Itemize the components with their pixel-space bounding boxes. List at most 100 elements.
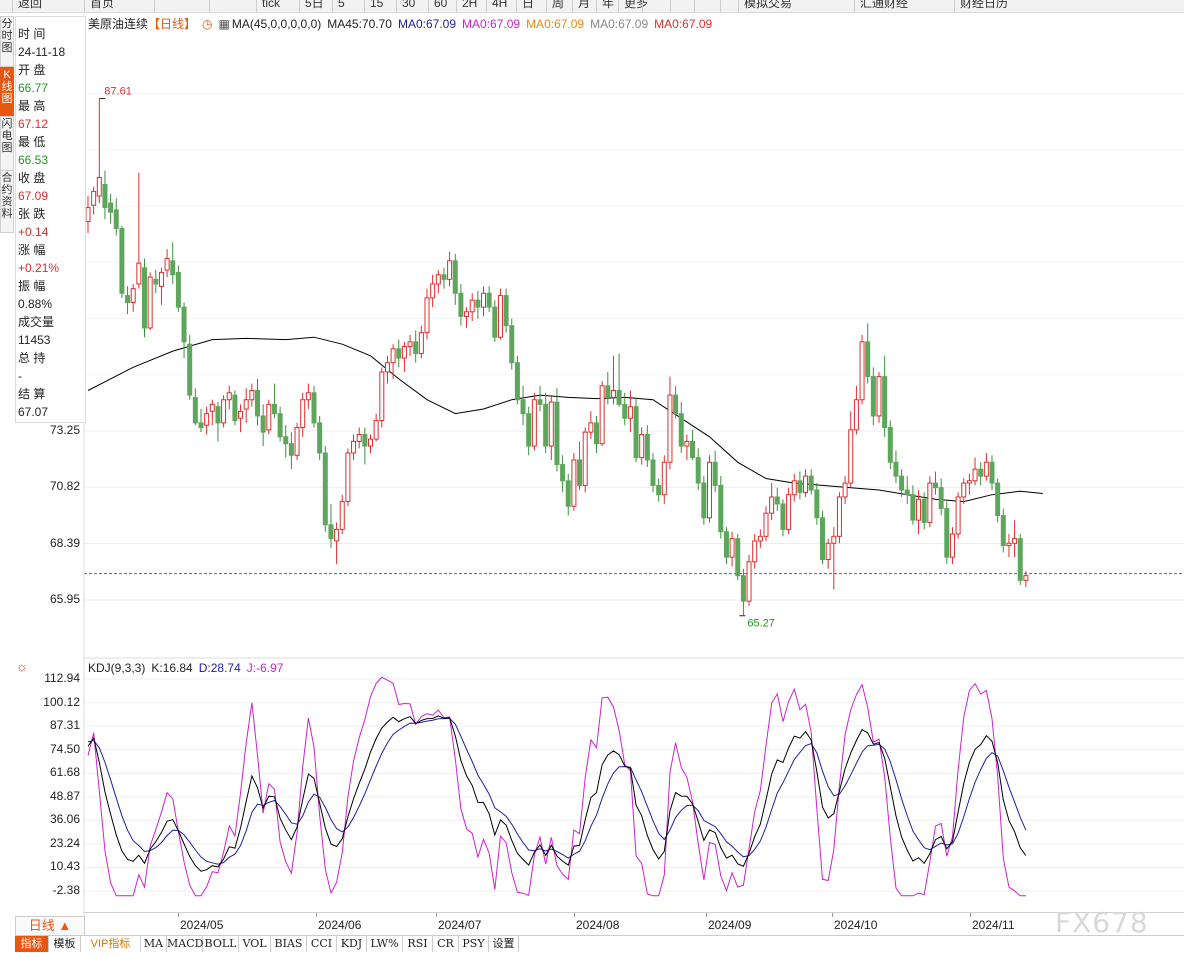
candle-body xyxy=(723,531,729,558)
candle-body xyxy=(492,306,498,338)
candle-body xyxy=(667,394,673,463)
candle-body xyxy=(933,482,938,489)
ma6-value: MA0:67.09 xyxy=(654,17,713,31)
toolbar-item-0[interactable]: 返回 xyxy=(18,0,43,10)
toolbar-separator xyxy=(299,0,300,12)
indicator-tab-3[interactable]: MA xyxy=(141,936,167,952)
indicator-tab-6[interactable]: VOL xyxy=(239,936,271,952)
kdj-y-tick-label: -2.38 xyxy=(52,883,80,897)
candle-body xyxy=(294,427,300,456)
view-tab-3[interactable]: 合约资料 xyxy=(0,170,14,233)
indicator-tab-5[interactable]: BOLL xyxy=(203,936,239,952)
candle-body xyxy=(447,260,453,280)
indicator-tab-11[interactable]: RSI xyxy=(403,936,433,952)
pct-label: 涨 幅 xyxy=(18,243,46,257)
candle-body xyxy=(531,399,537,447)
toolbar-item-9[interactable]: 60 xyxy=(434,0,448,10)
indicator-tab-12[interactable]: CR xyxy=(433,936,459,952)
candle-body xyxy=(192,396,198,424)
indicator-tab-0[interactable]: 指标 xyxy=(15,936,49,952)
ma45-value: MA45:70.70 xyxy=(327,17,392,31)
indicator-tab-8[interactable]: CCI xyxy=(307,936,337,952)
candle-body xyxy=(842,482,848,498)
toolbar-item-11[interactable]: 4H xyxy=(492,0,508,10)
settings-icon[interactable]: ▦ xyxy=(218,17,230,31)
candle-body xyxy=(520,399,526,415)
toolbar-item-1[interactable]: 首页 xyxy=(90,0,115,10)
kdj-y-tick-label: 23.24 xyxy=(49,835,80,850)
indicator-settings-icon[interactable]: ☼ xyxy=(16,659,28,674)
candle-body xyxy=(334,528,340,542)
candlestick-series xyxy=(85,98,1029,616)
toolbar-separator xyxy=(209,0,210,12)
clock-icon[interactable]: ◷ xyxy=(202,17,213,31)
toolbar-item-6[interactable]: 5 xyxy=(338,0,345,10)
candle-body xyxy=(735,538,741,577)
toolbar-separator xyxy=(618,0,619,12)
candle-body xyxy=(961,482,967,498)
view-tab-0[interactable]: 分时图 xyxy=(0,16,14,67)
ma-params: MA(45,0,0,0,0,0) xyxy=(231,17,322,31)
indicator-tab-14[interactable]: 设置 xyxy=(489,936,519,952)
period-label: 【日线】 xyxy=(148,17,197,31)
kdj-y-tick-label: 87.31 xyxy=(49,718,80,733)
candle-body xyxy=(277,413,283,438)
candle-body xyxy=(927,482,933,523)
toolbar-item-21[interactable]: 模拟交易 xyxy=(744,0,793,10)
toolbar-separator xyxy=(642,0,643,12)
candle-body xyxy=(147,276,153,329)
candle-body xyxy=(401,346,407,359)
low-label: 最 低 xyxy=(18,135,46,149)
candle-body xyxy=(339,501,345,530)
watermark: FX678 xyxy=(1055,906,1149,939)
toolbar-item-7[interactable]: 15 xyxy=(370,0,384,10)
indicator-tab-7[interactable]: BIAS xyxy=(271,936,307,952)
candle-body xyxy=(825,542,831,560)
close-label: 收 盘 xyxy=(18,171,46,185)
toolbar-item-14[interactable]: 月 xyxy=(578,0,591,10)
view-tab-2[interactable]: 闪电图 xyxy=(0,116,14,171)
candle-body xyxy=(740,575,746,602)
toolbar-item-22[interactable]: 汇通财经 xyxy=(860,0,909,10)
period-selector-button[interactable]: 日线 ▲ xyxy=(15,916,85,936)
indicator-tab-4[interactable]: MACD xyxy=(167,936,204,952)
candle-body xyxy=(633,406,639,459)
toolbar-separator xyxy=(670,0,671,12)
toolbar-item-10[interactable]: 2H xyxy=(462,0,478,10)
close-value: 67.09 xyxy=(18,189,49,203)
main-y-tick-label: 73.25 xyxy=(49,423,80,437)
x-tick-label: 2024/08 xyxy=(576,918,620,932)
candle-body xyxy=(526,413,532,447)
toolbar-item-4[interactable]: tick xyxy=(262,0,280,10)
toolbar-item-13[interactable]: 周 xyxy=(552,0,565,10)
candle-body xyxy=(96,177,102,197)
candle-body xyxy=(639,433,645,459)
candle-body xyxy=(475,299,481,308)
indicator-tab-9[interactable]: KDJ xyxy=(337,936,367,952)
toolbar-item-16[interactable]: 更多 xyxy=(624,0,649,10)
indicator-tab-2[interactable]: VIP指标 xyxy=(81,936,141,952)
candle-body xyxy=(255,389,260,417)
indicator-tab-13[interactable]: PSY xyxy=(459,936,489,952)
candle-body xyxy=(300,399,306,429)
indicator-tab-10[interactable]: LW% xyxy=(367,936,403,952)
candle-body xyxy=(594,422,599,445)
toolbar-item-23[interactable]: 财经日历 xyxy=(960,0,1009,10)
main-legend: 美原油连续【日线】 ◷ ▦ MA(45,0,0,0,0,0) MA45:70.70 MA0… xyxy=(88,15,718,32)
grid-lines xyxy=(84,92,1184,892)
toolbar-item-12[interactable]: 日 xyxy=(522,0,535,10)
indicator-tab-1[interactable]: 模板 xyxy=(49,936,81,952)
toolbar-item-8[interactable]: 30 xyxy=(402,0,416,10)
candle-body xyxy=(1006,542,1012,547)
toolbar-separator xyxy=(428,0,429,12)
candle-body xyxy=(238,410,244,419)
candle-body xyxy=(503,295,509,327)
x-tick-label: 2024/07 xyxy=(438,918,482,932)
candle-body xyxy=(656,484,662,496)
candle-body xyxy=(102,183,108,209)
candle-body xyxy=(814,489,820,519)
toolbar-item-5[interactable]: 5日 xyxy=(305,0,324,10)
toolbar-item-15[interactable]: 年 xyxy=(602,0,615,10)
time-value: 24-11-18 xyxy=(18,45,66,59)
